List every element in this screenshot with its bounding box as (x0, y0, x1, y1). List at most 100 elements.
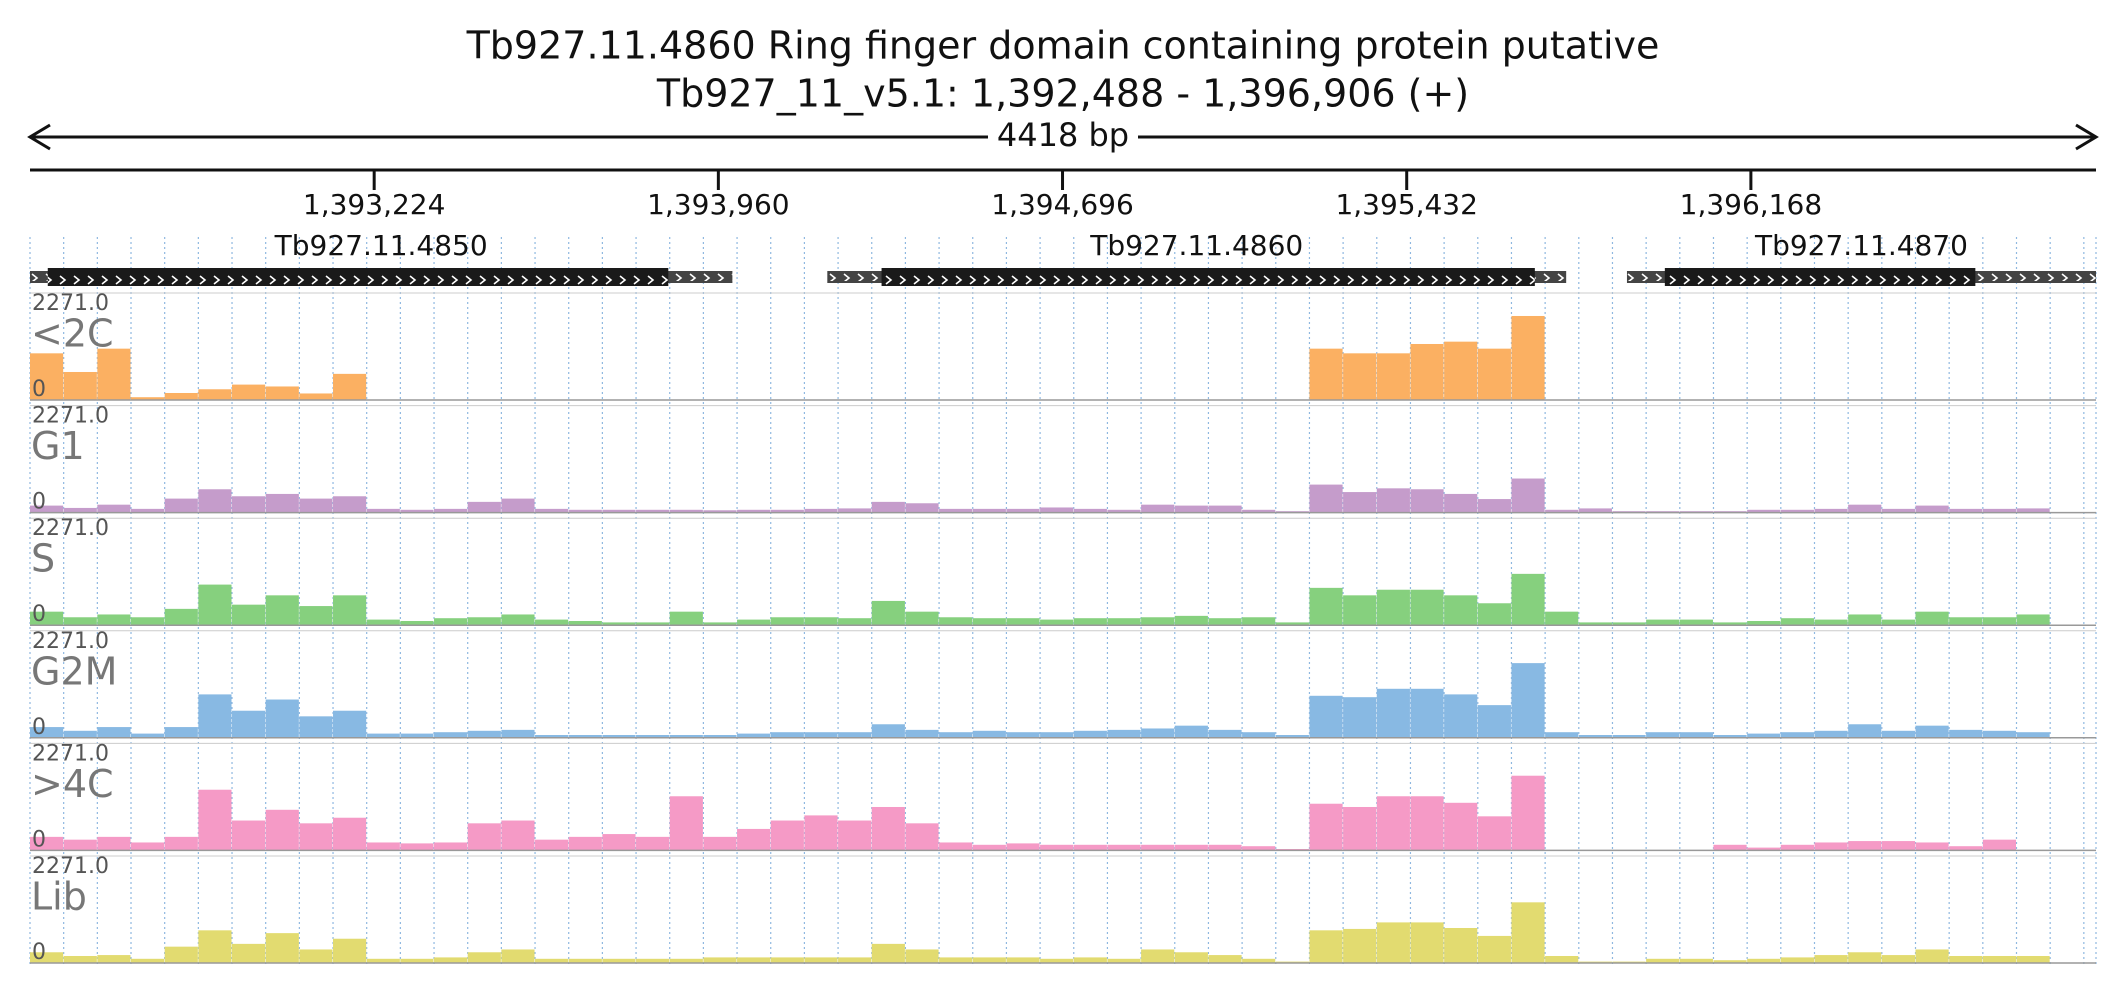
coverage-bar (838, 820, 872, 851)
coverage-bar (1982, 730, 2017, 738)
coverage-bar (63, 507, 97, 513)
coverage-bar (972, 508, 1006, 513)
coverage-bar (1545, 509, 1579, 513)
coverage-bar (905, 949, 939, 963)
track-name: G2M (31, 649, 117, 693)
coverage-bar (366, 619, 400, 626)
coverage-bar (972, 618, 1006, 626)
coverage-bar (535, 734, 569, 738)
y-tick-label: 0 (32, 827, 46, 852)
gene-label: Tb927.11.4850 (274, 229, 488, 262)
coverage-bar (737, 509, 771, 513)
coverage-bar (1612, 622, 1646, 626)
coverage-bar (1477, 816, 1511, 851)
coverage-bar (602, 622, 636, 626)
coverage-bar (333, 595, 367, 626)
coverage-bar (1040, 507, 1074, 513)
coverage-bar (232, 710, 266, 738)
coverage-bar (30, 611, 64, 626)
gene-label: Tb927.11.4870 (1754, 229, 1968, 262)
coverage-bar (1915, 949, 1949, 963)
coverage-bar (1242, 958, 1276, 963)
coverage-bar (1578, 734, 1612, 738)
coverage-bar (501, 729, 535, 738)
coverage-bar (30, 353, 64, 400)
coverage-bar (2016, 955, 2050, 963)
coverage-bar (1410, 343, 1444, 400)
coverage-bar (905, 823, 939, 851)
coverage-bar (1814, 730, 1848, 738)
coverage-bar (164, 392, 198, 400)
coverage-bar (366, 733, 400, 738)
coverage-bar (501, 820, 535, 851)
coverage-bar (1410, 922, 1444, 963)
coverage-bar (1107, 509, 1141, 513)
coverage-bar (467, 617, 501, 626)
coverage-bar (1747, 958, 1781, 963)
coverage-bar (1107, 729, 1141, 738)
coverage-bar (299, 498, 333, 513)
coverage-bar (1309, 930, 1343, 963)
coverage-bar (299, 606, 333, 626)
coverage-bar (1848, 724, 1882, 738)
coverage-bar (535, 619, 569, 626)
coverage-bar (871, 806, 905, 851)
coverage-bar (131, 397, 165, 400)
coverage-bar (838, 618, 872, 626)
coverage-bar (1141, 617, 1175, 626)
coverage-bar (467, 501, 501, 513)
coverage-bar (63, 955, 97, 963)
coverage-bar (131, 842, 165, 851)
coverage-bar (198, 389, 232, 400)
coverage-bar (1040, 844, 1074, 851)
coverage-bar (905, 729, 939, 738)
coverage-bar (97, 504, 131, 513)
coverage-bar (1376, 353, 1410, 400)
coverage-bar (1679, 732, 1713, 738)
coverage-bar (669, 734, 703, 738)
coverage-bar (299, 393, 333, 400)
coverage-bar (1208, 844, 1242, 851)
coverage-bar (1174, 505, 1208, 513)
gene-cds-chevrons (1664, 269, 1976, 285)
coverage-bar (1949, 617, 1983, 626)
coverage-bar (131, 508, 165, 513)
coverage-bar (1511, 902, 1545, 963)
y-tick-label: 0 (32, 940, 46, 965)
coverage-bar (1006, 843, 1040, 851)
coverage-bar (1444, 802, 1478, 851)
coverage-bar (1646, 619, 1680, 626)
coverage-bar (636, 622, 670, 626)
coverage-bar (2016, 508, 2050, 513)
coverage-bar (97, 348, 131, 400)
coverage-bar (905, 611, 939, 626)
coverage-bar (1780, 732, 1814, 738)
coverage-bar (703, 510, 737, 513)
coverage-bar (198, 694, 232, 738)
coverage-bar (333, 373, 367, 400)
gene-label: Tb927.11.4860 (1089, 229, 1303, 262)
coverage-bar (1713, 622, 1747, 626)
coverage-bar (232, 604, 266, 626)
coverage-bar (1141, 728, 1175, 738)
coverage-bar (434, 842, 468, 851)
coverage-bar (1814, 508, 1848, 513)
coverage-bar (299, 716, 333, 738)
coverage-bar (467, 730, 501, 738)
coverage-bar (1107, 618, 1141, 626)
coverage-bar (232, 496, 266, 513)
coverage-bar (1881, 841, 1915, 851)
coverage-bar (1040, 958, 1074, 963)
y-tick-label: 2271.0 (32, 516, 109, 541)
coverage-bar (1511, 775, 1545, 851)
coverage-bar (1376, 488, 1410, 513)
coverage-bar (1208, 618, 1242, 626)
coverage-bar (1309, 348, 1343, 400)
coverage-bar (972, 844, 1006, 851)
arrow-head (27, 123, 51, 151)
coverage-bar (467, 823, 501, 851)
coverage-bar (939, 957, 973, 963)
coverage-bar (1511, 315, 1545, 400)
coverage-bar (568, 836, 602, 851)
coverage-bar (501, 498, 535, 513)
